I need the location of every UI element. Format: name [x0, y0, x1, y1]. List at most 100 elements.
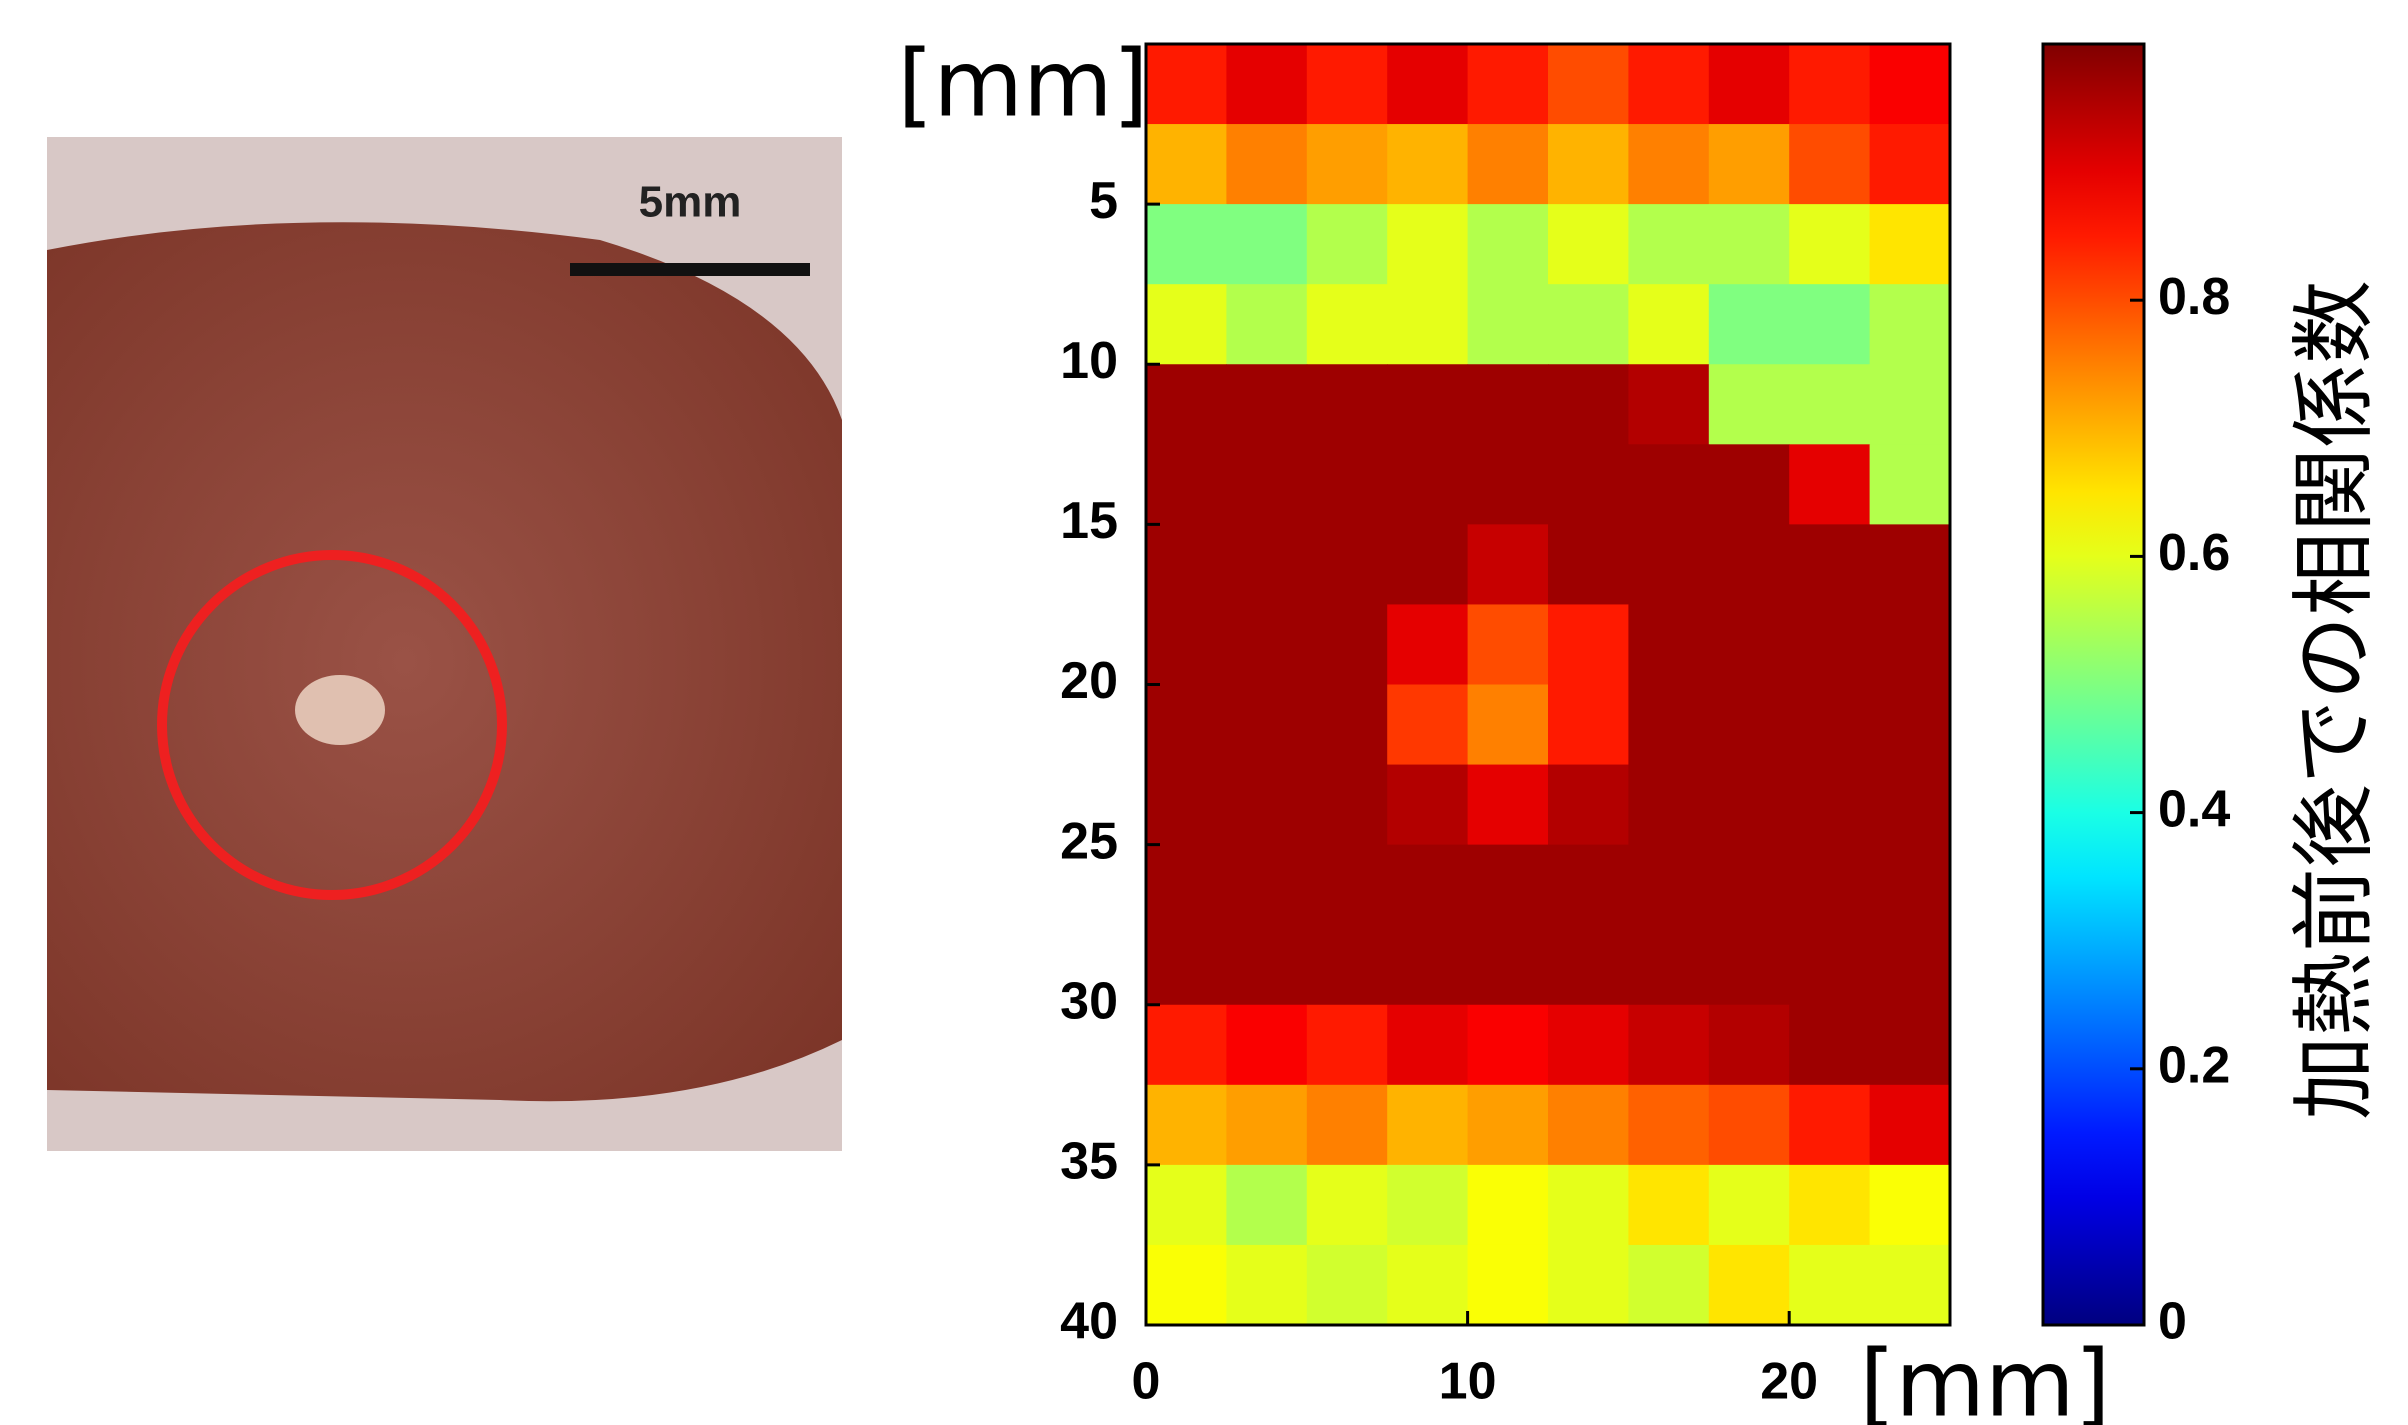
scale-bar-label: 5mm [639, 178, 742, 227]
colorbar-tick-label: 0.2 [2158, 1037, 2230, 1095]
heat-cell [1468, 1085, 1549, 1166]
scale-bar [570, 263, 810, 276]
heat-cell [1870, 1245, 1951, 1326]
y-tick-label: 40 [1060, 1293, 1118, 1351]
heat-cell [1870, 925, 1951, 1006]
heat-cell [1226, 124, 1307, 205]
heat-cell [1870, 845, 1951, 926]
heat-cell [1387, 925, 1468, 1006]
heat-cell [1789, 604, 1870, 685]
heat-cell [1387, 765, 1468, 846]
heat-cell [1387, 44, 1468, 125]
heat-cell [1146, 604, 1227, 685]
heat-cell [1548, 444, 1629, 525]
heat-cell [1789, 1245, 1870, 1326]
heat-cell [1789, 124, 1870, 205]
heat-cell [1709, 1165, 1790, 1246]
heat-cell [1628, 765, 1709, 846]
heat-cell [1468, 44, 1549, 125]
heat-cell [1709, 444, 1790, 525]
heat-cell [1548, 1085, 1629, 1166]
heat-cell [1870, 444, 1951, 525]
chart: 5mm [mm] [mm] 加熱前後での相関係数 010205101520253… [0, 0, 2408, 1425]
heat-cell [1226, 845, 1307, 926]
x-tick-label: 10 [1439, 1353, 1497, 1411]
heat-cell [1387, 124, 1468, 205]
heat-cell [1548, 284, 1629, 365]
heat-cell [1628, 1005, 1709, 1086]
heat-cell [1468, 1165, 1549, 1246]
heatmap [1146, 44, 1951, 1326]
y-tick-label: 20 [1060, 652, 1118, 710]
heat-cell [1307, 1005, 1388, 1086]
heat-cell [1307, 44, 1388, 125]
heat-cell [1709, 845, 1790, 926]
colorbar-tick-label: 0.6 [2158, 524, 2230, 582]
colorbar-tick-label: 0.8 [2158, 268, 2230, 326]
heat-cell [1468, 604, 1549, 685]
heat-cell [1628, 204, 1709, 285]
heat-cell [1548, 524, 1629, 605]
heat-cell [1548, 925, 1629, 1006]
heat-cell [1548, 765, 1629, 846]
heat-cell [1628, 1165, 1709, 1246]
heat-cell [1226, 765, 1307, 846]
heat-cell [1870, 765, 1951, 846]
heat-cell [1789, 364, 1870, 445]
heat-cell [1146, 204, 1227, 285]
heat-cell [1789, 1005, 1870, 1086]
heat-cell [1870, 44, 1951, 125]
colorbar-tick-label: 0.4 [2158, 780, 2230, 838]
lesion [295, 675, 385, 745]
heat-cell [1387, 1085, 1468, 1166]
y-tick-label: 35 [1060, 1133, 1118, 1191]
heat-cell [1307, 124, 1388, 205]
heat-cell [1387, 685, 1468, 766]
heat-cell [1709, 685, 1790, 766]
heat-cell [1387, 524, 1468, 605]
heat-cell [1628, 925, 1709, 1006]
heat-cell [1468, 444, 1549, 525]
heat-cell [1548, 44, 1629, 125]
colorbar-label: 加熱前後での相関係数 [2285, 280, 2383, 1120]
heat-cell [1628, 1085, 1709, 1166]
heat-cell [1226, 444, 1307, 525]
heat-cell [1387, 1245, 1468, 1326]
heat-cell [1789, 44, 1870, 125]
heat-cell [1226, 685, 1307, 766]
heat-cell [1709, 44, 1790, 125]
heat-cell [1146, 124, 1227, 205]
heat-cell [1307, 204, 1388, 285]
heat-cell [1709, 124, 1790, 205]
heat-cell [1628, 444, 1709, 525]
heat-cell [1628, 364, 1709, 445]
heat-cell [1709, 925, 1790, 1006]
heat-cell [1548, 685, 1629, 766]
x-tick-label: 0 [1132, 1353, 1161, 1411]
heat-cell [1468, 124, 1549, 205]
heat-cell [1468, 1005, 1549, 1086]
heat-cell [1628, 44, 1709, 125]
heat-cell [1870, 284, 1951, 365]
x-tick-label: 20 [1760, 1353, 1818, 1411]
heat-cell [1387, 1005, 1468, 1086]
heat-cell [1789, 524, 1870, 605]
heat-cell [1146, 1005, 1227, 1086]
heat-cell [1870, 524, 1951, 605]
heat-cell [1628, 124, 1709, 205]
y-tick-label: 5 [1089, 172, 1118, 230]
heat-cell [1146, 685, 1227, 766]
heat-cell [1387, 604, 1468, 685]
heat-cell [1468, 204, 1549, 285]
heat-cell [1146, 364, 1227, 445]
heat-cell [1146, 44, 1227, 125]
heat-cell [1548, 1245, 1629, 1326]
x-axis-label: [mm] [1859, 1330, 2110, 1425]
heat-cell [1307, 845, 1388, 926]
heat-cell [1226, 925, 1307, 1006]
heat-cell [1870, 685, 1951, 766]
heat-cell [1548, 604, 1629, 685]
heat-cell [1226, 44, 1307, 125]
heat-cell [1870, 204, 1951, 285]
heat-cell [1468, 845, 1549, 926]
